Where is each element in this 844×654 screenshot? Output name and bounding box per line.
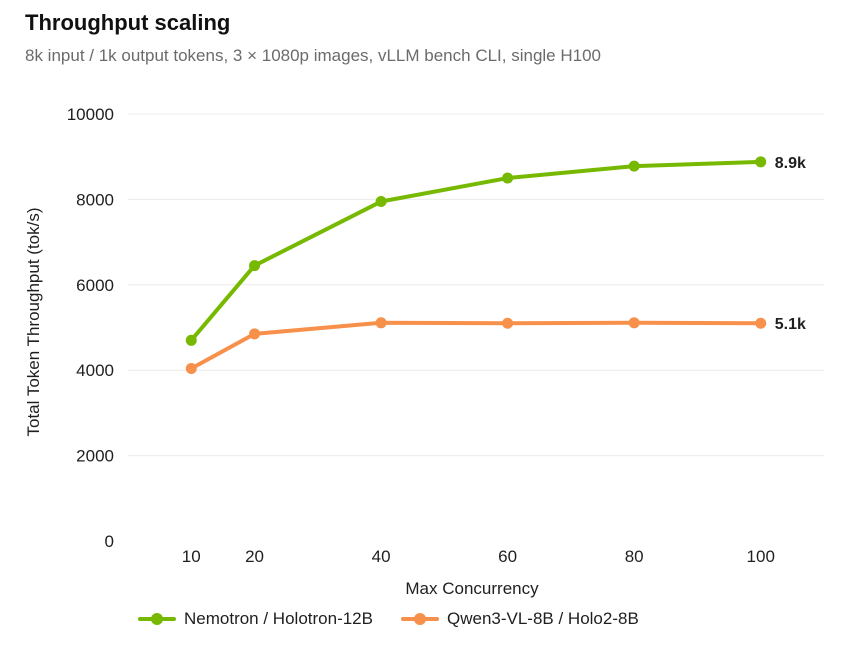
legend-swatch-nemotron — [138, 608, 176, 630]
legend-label-qwen: Qwen3-VL-8B / Holo2-8B — [446, 609, 639, 628]
data-point[interactable] — [249, 328, 261, 340]
series: 8.9k 5.1k — [185, 155, 806, 374]
y-tick-label: 8000 — [76, 190, 114, 209]
y-tick-label: 0 — [105, 532, 114, 551]
chart-title: Throughput scaling — [25, 10, 231, 35]
y-tick-label: 10000 — [67, 105, 114, 124]
data-point[interactable] — [375, 196, 387, 208]
legend-item-qwen[interactable]: Qwen3-VL-8B / Holo2-8B — [400, 608, 639, 630]
x-tick-label: 40 — [372, 547, 391, 566]
data-point[interactable] — [755, 317, 767, 329]
legend-swatch-qwen — [400, 608, 439, 630]
data-point[interactable] — [502, 317, 514, 329]
y-tick-label: 4000 — [76, 361, 114, 380]
end-value-label: 5.1k — [775, 316, 806, 333]
y-axis-title: Total Token Throughput (tok/s) — [24, 207, 43, 436]
y-tick-label: 6000 — [76, 276, 114, 295]
data-point[interactable] — [755, 156, 767, 168]
y-tick-label: 2000 — [76, 447, 114, 466]
data-point[interactable] — [628, 317, 640, 329]
data-point[interactable] — [249, 260, 261, 272]
end-value-label: 8.9k — [775, 155, 806, 172]
legend-dot-qwen — [413, 613, 426, 625]
x-tick-label: 20 — [245, 547, 264, 566]
axes: 0 2000 4000 6000 8000 10000 10 20 40 60 80 100 — [67, 105, 775, 566]
series-line — [189, 159, 763, 343]
x-tick-label: 60 — [498, 547, 517, 566]
data-point[interactable] — [628, 160, 640, 172]
chart-subtitle: 8k input / 1k output tokens, 3 × 1080p i… — [25, 46, 601, 65]
x-tick-label: 80 — [625, 547, 644, 566]
grid-lines — [128, 113, 824, 457]
series-line — [189, 320, 763, 371]
series-qwen: 5.1k — [185, 316, 806, 374]
data-point[interactable] — [185, 362, 197, 374]
series-nemotron: 8.9k — [185, 155, 806, 346]
x-tick-label: 10 — [182, 547, 201, 566]
data-point[interactable] — [502, 172, 514, 184]
data-point[interactable] — [375, 317, 387, 329]
legend-item-nemotron[interactable]: Nemotron / Holotron-12B — [138, 608, 373, 630]
legend: Nemotron / Holotron-12B Qwen3-VL-8B / Ho… — [138, 608, 667, 630]
legend-label-nemotron: Nemotron / Holotron-12B — [184, 609, 373, 628]
x-axis-title: Max Concurrency — [405, 579, 539, 598]
legend-dot-nemotron — [151, 613, 163, 625]
x-tick-label: 100 — [747, 547, 775, 566]
data-point[interactable] — [185, 334, 197, 346]
